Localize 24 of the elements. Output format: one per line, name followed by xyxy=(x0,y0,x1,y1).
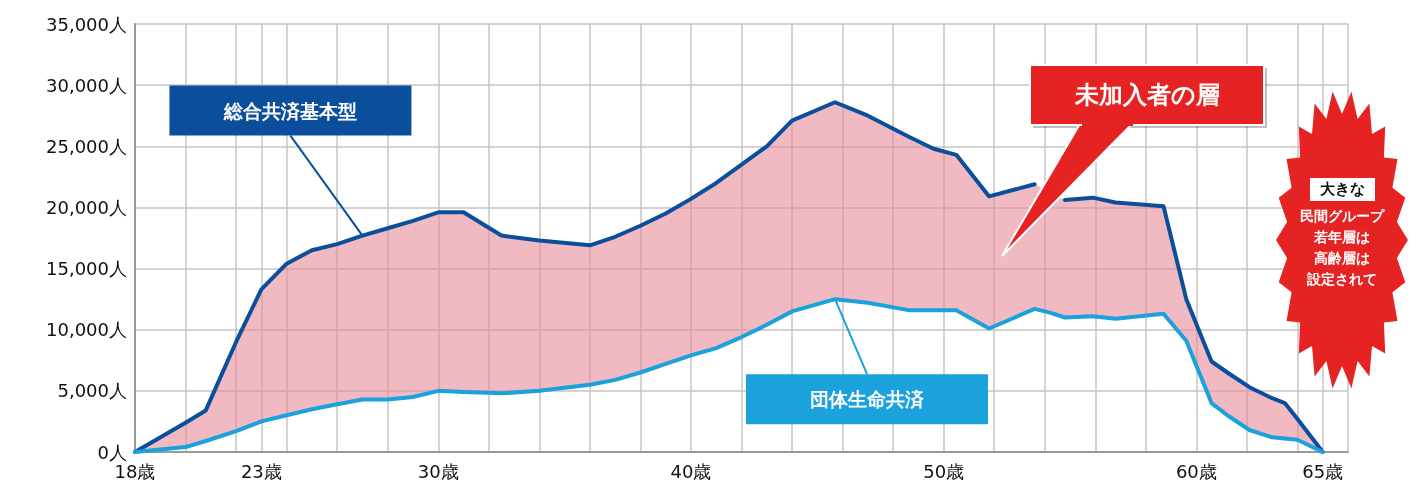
x-tick-label: 60歳 xyxy=(1175,460,1217,482)
line-series xyxy=(133,297,1325,454)
x-tick-label: 23歳 xyxy=(240,460,282,482)
y-tick-label: 25,000人 xyxy=(46,135,127,157)
x-tick-label: 18歳 xyxy=(114,460,156,482)
y-tick-label: 15,000人 xyxy=(46,258,127,280)
annotation: 大きな xyxy=(1309,178,1375,201)
annotation: 民間グループ xyxy=(1300,208,1384,226)
annotation: 設定されて xyxy=(1307,271,1377,289)
annotation: 高齢層は xyxy=(1314,250,1370,268)
y-tick-label: 30,000人 xyxy=(46,74,127,96)
y-tick-label: 10,000人 xyxy=(46,319,127,341)
x-tick-label: 40歳 xyxy=(670,460,712,482)
y-tick-label: 5,000人 xyxy=(57,380,127,402)
x-tick-label: 30歳 xyxy=(417,460,459,482)
y-tick-label: 0人 xyxy=(97,441,127,463)
text: 団体生命共済 xyxy=(810,388,925,411)
y-tick-label: 20,000人 xyxy=(46,196,127,218)
annotation: 若年層は xyxy=(1314,229,1370,247)
text: 総合共済基本型 xyxy=(222,99,357,122)
y-tick-label: 35,000人 xyxy=(46,13,127,35)
annotation: 未加入者の層 xyxy=(1030,65,1264,125)
x-tick-label: 65歳 xyxy=(1302,460,1344,482)
x-tick-label: 50歳 xyxy=(923,460,965,482)
